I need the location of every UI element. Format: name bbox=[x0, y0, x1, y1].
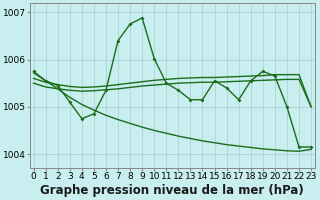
X-axis label: Graphe pression niveau de la mer (hPa): Graphe pression niveau de la mer (hPa) bbox=[40, 184, 304, 197]
